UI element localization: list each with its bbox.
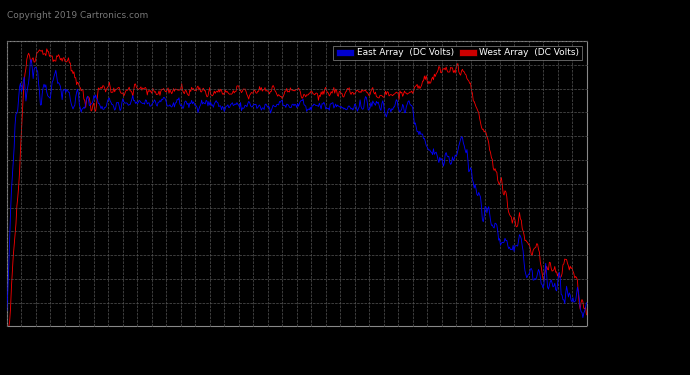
Legend: East Array  (DC Volts), West Array  (DC Volts): East Array (DC Volts), West Array (DC Vo… bbox=[333, 46, 582, 60]
Text: Copyright 2019 Cartronics.com: Copyright 2019 Cartronics.com bbox=[7, 11, 148, 20]
Title: East & West Array Voltage Fri Feb 15 17:25: East & West Array Voltage Fri Feb 15 17:… bbox=[103, 23, 491, 41]
